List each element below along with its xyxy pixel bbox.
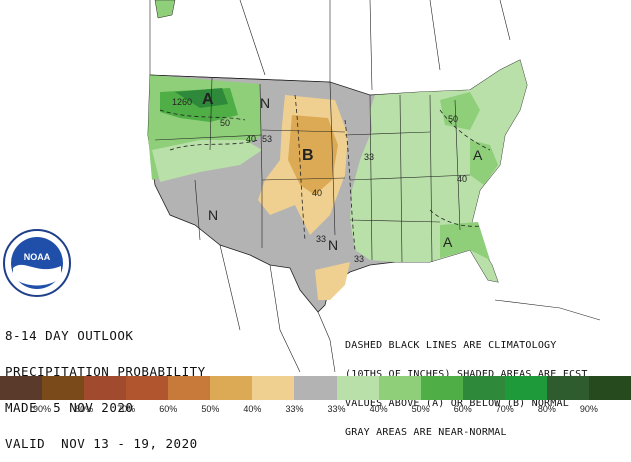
legend-swatch [0,376,43,400]
outlook-valid-dates: VALID NOV 13 - 19, 2020 [5,436,198,451]
clim-label-53: 53 [262,134,272,144]
normal-label-southwest: N [208,207,218,223]
legend-label: 80% [537,404,556,414]
legend-label: 70% [495,404,514,414]
outlook-made-date: MADE 5 NOV 2020 [5,400,134,415]
clim-note-line-3: VALUES ABOVE (A) OR BELOW (B) NORMAL [345,397,569,409]
clim-label-33-tx: 33 [316,234,326,244]
above-label-east: A [473,147,483,163]
below-label-plains: B [302,147,314,164]
legend-swatch [168,376,211,400]
mid-atlantic-area [440,92,480,130]
northern-canada-area [154,0,176,19]
clim-note-line-2: (10THS OF INCHES) SHADED AREAS ARE FCST [345,368,588,380]
legend-swatch [588,376,631,400]
clim-label-40-mt: 40 [246,134,256,144]
probability-legend [0,376,631,400]
legend-swatch [84,376,127,400]
legend-swatch [126,376,169,400]
texas-coast-below-area [315,262,350,300]
legend-swatch [210,376,253,400]
clim-label-40-plains: 40 [312,188,322,198]
above-label-west: A [202,91,214,108]
precipitation-outlook-map: A B N N N A A 1260 50 40 53 40 33 33 33 … [147,0,601,372]
legend-swatch [336,376,379,400]
noaa-logo-text: NOAA [24,252,51,262]
legend-swatch [546,376,589,400]
clim-label-50-nw: 50 [220,118,230,128]
normal-label-texas: N [328,237,338,253]
probability-legend-labels: 90% 80% 70% 60% 50% 40% 33% 33% 40% 50% 60% 70% 80% 9… [0,404,631,418]
legend-label: 33% [327,404,346,414]
clim-label-33-gulf: 33 [354,254,364,264]
legend-label: 33% [285,404,304,414]
east-50-percent-area [470,140,498,185]
legend-swatch [294,376,337,400]
above-label-southeast: A [443,234,453,250]
legend-label: 40% [369,404,388,414]
southeast-area [440,222,490,260]
clim-note-line-4: GRAY AREAS ARE NEAR-NORMAL [345,426,507,438]
legend-swatch [462,376,505,400]
legend-label: 60% [453,404,472,414]
outlook-title: 8-14 DAY OUTLOOK [5,328,134,343]
noaa-logo: NOAA [3,229,71,297]
legend-label: 50% [411,404,430,414]
legend-label: 60% [159,404,178,414]
clim-label-50-ne: 50 [448,114,458,124]
clim-label-1260: 1260 [172,97,192,107]
legend-label: 70% [117,404,136,414]
normal-label-north: N [260,95,270,111]
clim-label-33-mid: 33 [364,152,374,162]
state-boundaries [149,74,471,263]
legend-label: 50% [201,404,220,414]
clim-label-40-se: 40 [457,174,467,184]
legend-label: 80% [75,404,94,414]
legend-swatch [42,376,85,400]
clim-note-line-1: DASHED BLACK LINES ARE CLIMATOLOGY [345,340,557,352]
legend-label: 90% [579,404,598,414]
legend-swatch [252,376,295,400]
outlook-subtitle: PRECIPITATION PROBABILITY [5,364,206,379]
legend-swatch [504,376,547,400]
northwest-70-percent-area [175,88,228,108]
legend-label: 90% [33,404,52,414]
legend-swatch [420,376,463,400]
climatology-lines [159,94,491,251]
international-borders [149,0,601,372]
legend-swatch [378,376,421,400]
northwest-light-area [152,140,262,182]
legend-label: 40% [243,404,262,414]
east-above-normal-area [350,60,527,282]
